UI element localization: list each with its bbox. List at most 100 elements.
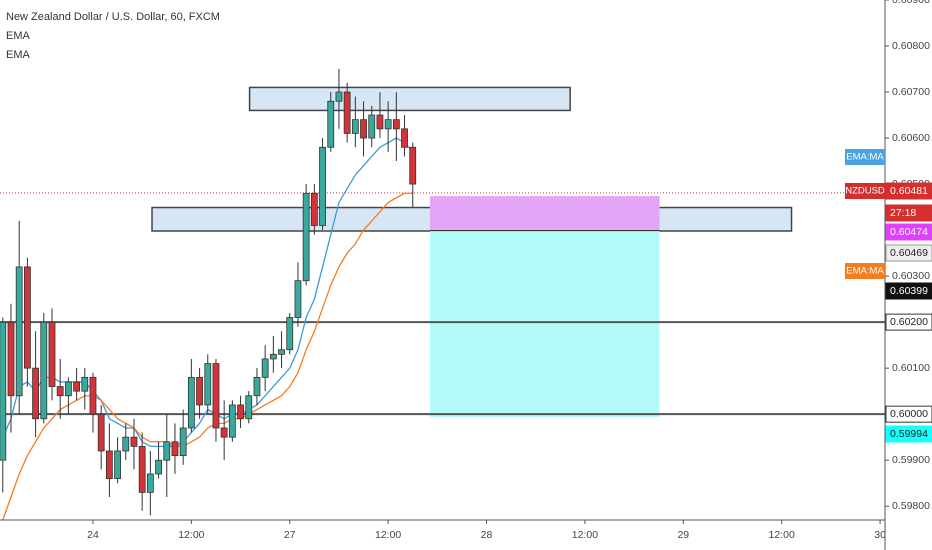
y-tick-label: 0.60800 [892,40,930,52]
y-tick-label: 0.60600 [892,132,930,144]
candle-body [32,367,39,420]
candle-body [384,119,392,130]
zone [248,86,571,112]
candle-body [392,119,400,130]
candle-body [105,450,113,479]
candle-body [155,459,162,475]
y-tick-label: 0.60100 [892,362,930,374]
candle-body [204,363,212,406]
candle-body [187,376,195,429]
candle-body [220,427,228,438]
marker-label: EMA:MA [846,152,884,163]
x-tick-label: 24 [87,529,99,541]
candle-body [146,473,154,493]
symbol-bg [845,183,885,199]
price-label-bg [885,244,932,262]
candle-body [294,280,302,318]
x-tick-label: 12:00 [375,529,401,541]
candle-body [48,321,56,387]
entry-label-bg [885,282,932,300]
candle-body [261,358,269,378]
candle-body [245,395,253,420]
candle-body [302,192,310,282]
candle-body [89,376,97,415]
symbol-label: NZDUSD [845,186,885,197]
candle-body [163,441,171,461]
candle-body [368,114,376,139]
candle-body [114,450,121,479]
candle-body [409,146,417,185]
chart-title: New Zealand Dollar / U.S. Dollar, 60, FX… [6,11,220,23]
candle-body [138,445,146,493]
stop-label: 0.60474 [890,226,928,238]
axis-labels: 0.59800 0.59900 0.60000 0.60100 0.60200 0.603… [87,0,932,541]
candle-body [253,376,261,397]
legend-entry: EMA [6,49,31,61]
last-price-label-bg [885,182,932,200]
candle-body [40,321,48,420]
candle-body [319,146,326,226]
stop-area [429,196,660,231]
candle-body [122,436,130,452]
candle-body [269,353,277,360]
candle-body [64,381,72,397]
x-tick-label: 12:00 [769,529,795,541]
candle-body [278,349,285,355]
candle-body [237,404,244,420]
target-label: 0.59994 [890,428,928,440]
y-tick-label: 0.59900 [892,454,930,466]
x-tick-label: 28 [481,529,493,541]
y-tick-label: 0.60700 [892,86,930,98]
countdown-label-bg [885,204,932,222]
hline-label: 0.60000 [890,408,928,420]
marker-label-bg [845,263,885,279]
x-tick-label: 29 [677,529,689,541]
plot-area [0,69,885,520]
candle-body [23,266,31,369]
hline-label: 0.60200 [890,316,928,328]
x-tick-label: 12:00 [178,529,204,541]
candle-body [351,119,359,134]
candle-body [212,363,220,429]
ema-line [2,192,413,520]
x-tick-label: 27 [284,529,296,541]
candle-body [15,266,23,397]
candle-body [179,427,187,456]
marker-label: EMA:MA [846,266,884,277]
countdown-label: 27:18 [890,207,916,219]
y-tick-label: 0.59800 [892,500,930,512]
candle-body [0,321,7,461]
entry-label: 0.60399 [890,285,928,297]
hline-label-bg [885,405,932,423]
candle-body [335,91,343,102]
candle-body [343,91,351,134]
target-area [429,230,660,417]
candle-body [196,376,203,406]
target-label-bg [885,425,932,443]
candle-body [376,114,384,130]
candle-body [228,404,236,438]
candle-body [286,317,294,351]
candle-body [56,386,64,397]
candle-body [7,321,15,397]
x-tick-label: 12:00 [572,529,598,541]
candle-body [81,376,89,392]
legend-entry: EMA [6,30,31,42]
marker-label-bg [845,149,885,165]
stop-label-bg [885,223,932,241]
candle-body [171,441,179,456]
y-tick-label: 0.60300 [892,270,930,282]
candle-body [130,436,138,447]
hline-label-bg [885,313,932,331]
y-tick-label: 0.60900 [892,0,930,6]
candle-body [360,119,367,139]
price-label: 0.60469 [890,247,928,259]
candle-body [401,128,408,148]
candle-body [310,192,318,226]
candle-body [327,100,335,148]
x-tick-label: 30 [874,529,886,541]
candle-body [97,413,105,452]
last-price-label: 0.60481 [890,185,928,197]
candle-body [73,381,80,392]
